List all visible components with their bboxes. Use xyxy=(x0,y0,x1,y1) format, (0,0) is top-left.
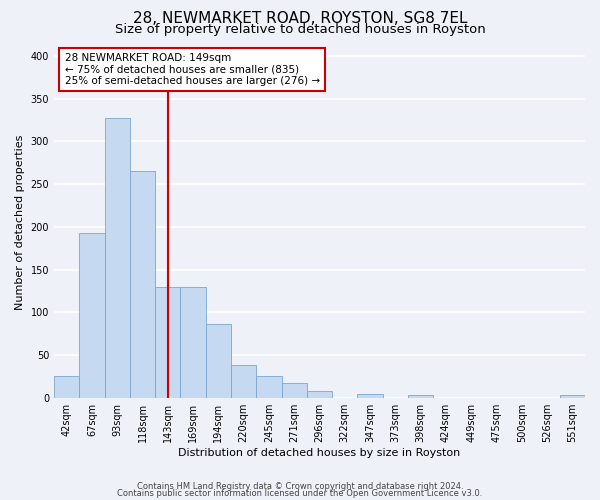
Bar xyxy=(130,170,155,398)
Bar xyxy=(181,286,206,398)
Text: Contains public sector information licensed under the Open Government Licence v3: Contains public sector information licen… xyxy=(118,489,482,498)
Bar xyxy=(408,395,433,398)
Bar xyxy=(560,395,585,398)
Text: Contains HM Land Registry data © Crown copyright and database right 2024.: Contains HM Land Registry data © Crown c… xyxy=(137,482,463,491)
Bar xyxy=(206,324,231,398)
Bar xyxy=(281,383,307,398)
Y-axis label: Number of detached properties: Number of detached properties xyxy=(15,135,25,310)
Bar xyxy=(256,376,281,398)
Bar xyxy=(54,376,79,398)
Bar xyxy=(231,365,256,398)
Bar xyxy=(155,286,181,398)
Text: Size of property relative to detached houses in Royston: Size of property relative to detached ho… xyxy=(115,22,485,36)
Text: 28 NEWMARKET ROAD: 149sqm
← 75% of detached houses are smaller (835)
25% of semi: 28 NEWMARKET ROAD: 149sqm ← 75% of detac… xyxy=(65,53,320,86)
Bar xyxy=(104,118,130,398)
Bar xyxy=(307,391,332,398)
Text: 28, NEWMARKET ROAD, ROYSTON, SG8 7EL: 28, NEWMARKET ROAD, ROYSTON, SG8 7EL xyxy=(133,11,467,26)
Bar xyxy=(79,233,104,398)
X-axis label: Distribution of detached houses by size in Royston: Distribution of detached houses by size … xyxy=(178,448,461,458)
Bar xyxy=(358,394,383,398)
